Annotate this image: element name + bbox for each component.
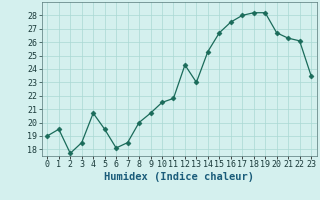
X-axis label: Humidex (Indice chaleur): Humidex (Indice chaleur) [104,172,254,182]
